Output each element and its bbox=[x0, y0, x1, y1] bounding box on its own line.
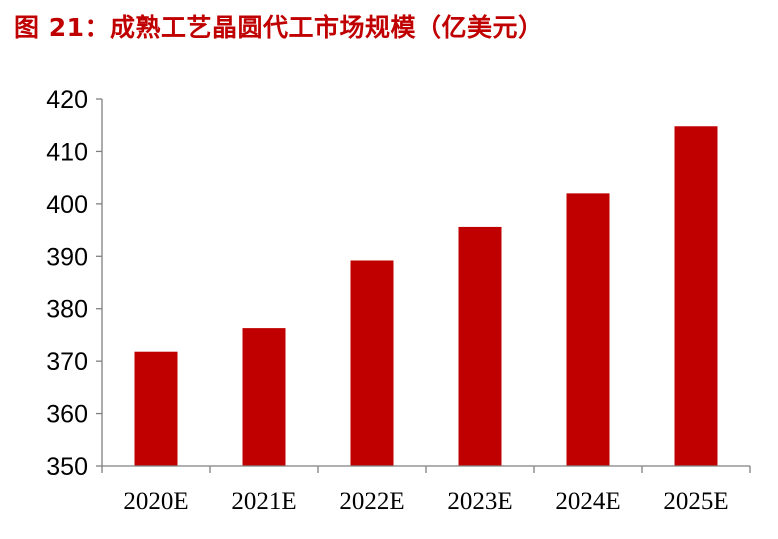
y-tick-label-350: 350 bbox=[46, 453, 88, 481]
figure-title-text: 成熟工艺晶圆代工市场规模（亿美元） bbox=[110, 13, 544, 42]
x-tick-label-2022E: 2022E bbox=[339, 488, 404, 515]
x-tick-labels: 2020E 2021E 2022E 2023E 2024E 2025E bbox=[123, 488, 728, 515]
bar-2021E bbox=[242, 328, 286, 466]
y-tick-label-370: 370 bbox=[46, 348, 88, 376]
y-tick-labels: 350 360 370 380 390 400 410 420 bbox=[46, 86, 88, 481]
bar-2020E bbox=[134, 351, 178, 466]
y-tick-label-420: 420 bbox=[46, 86, 88, 114]
y-tick-label-410: 410 bbox=[46, 138, 88, 166]
y-tick-label-400: 400 bbox=[46, 191, 88, 219]
y-tick-label-360: 360 bbox=[46, 401, 88, 429]
bar-2023E bbox=[458, 226, 502, 466]
x-tick-label-2021E: 2021E bbox=[231, 488, 296, 515]
x-tick-label-2020E: 2020E bbox=[123, 488, 188, 515]
x-tick-label-2024E: 2024E bbox=[555, 488, 620, 515]
axes-group bbox=[96, 98, 751, 473]
bar-2025E bbox=[674, 126, 718, 467]
figure-title: 图 21：成熟工艺晶圆代工市场规模（亿美元） bbox=[14, 8, 544, 44]
bars-group bbox=[134, 126, 718, 467]
bar-2024E bbox=[566, 193, 610, 466]
y-tick-label-380: 380 bbox=[46, 296, 88, 324]
y-tick-label-390: 390 bbox=[46, 243, 88, 271]
bar-2022E bbox=[350, 260, 394, 466]
x-tick-label-2023E: 2023E bbox=[447, 488, 512, 515]
x-tick-label-2025E: 2025E bbox=[663, 488, 728, 515]
figure-label: 图 21： bbox=[14, 13, 110, 42]
